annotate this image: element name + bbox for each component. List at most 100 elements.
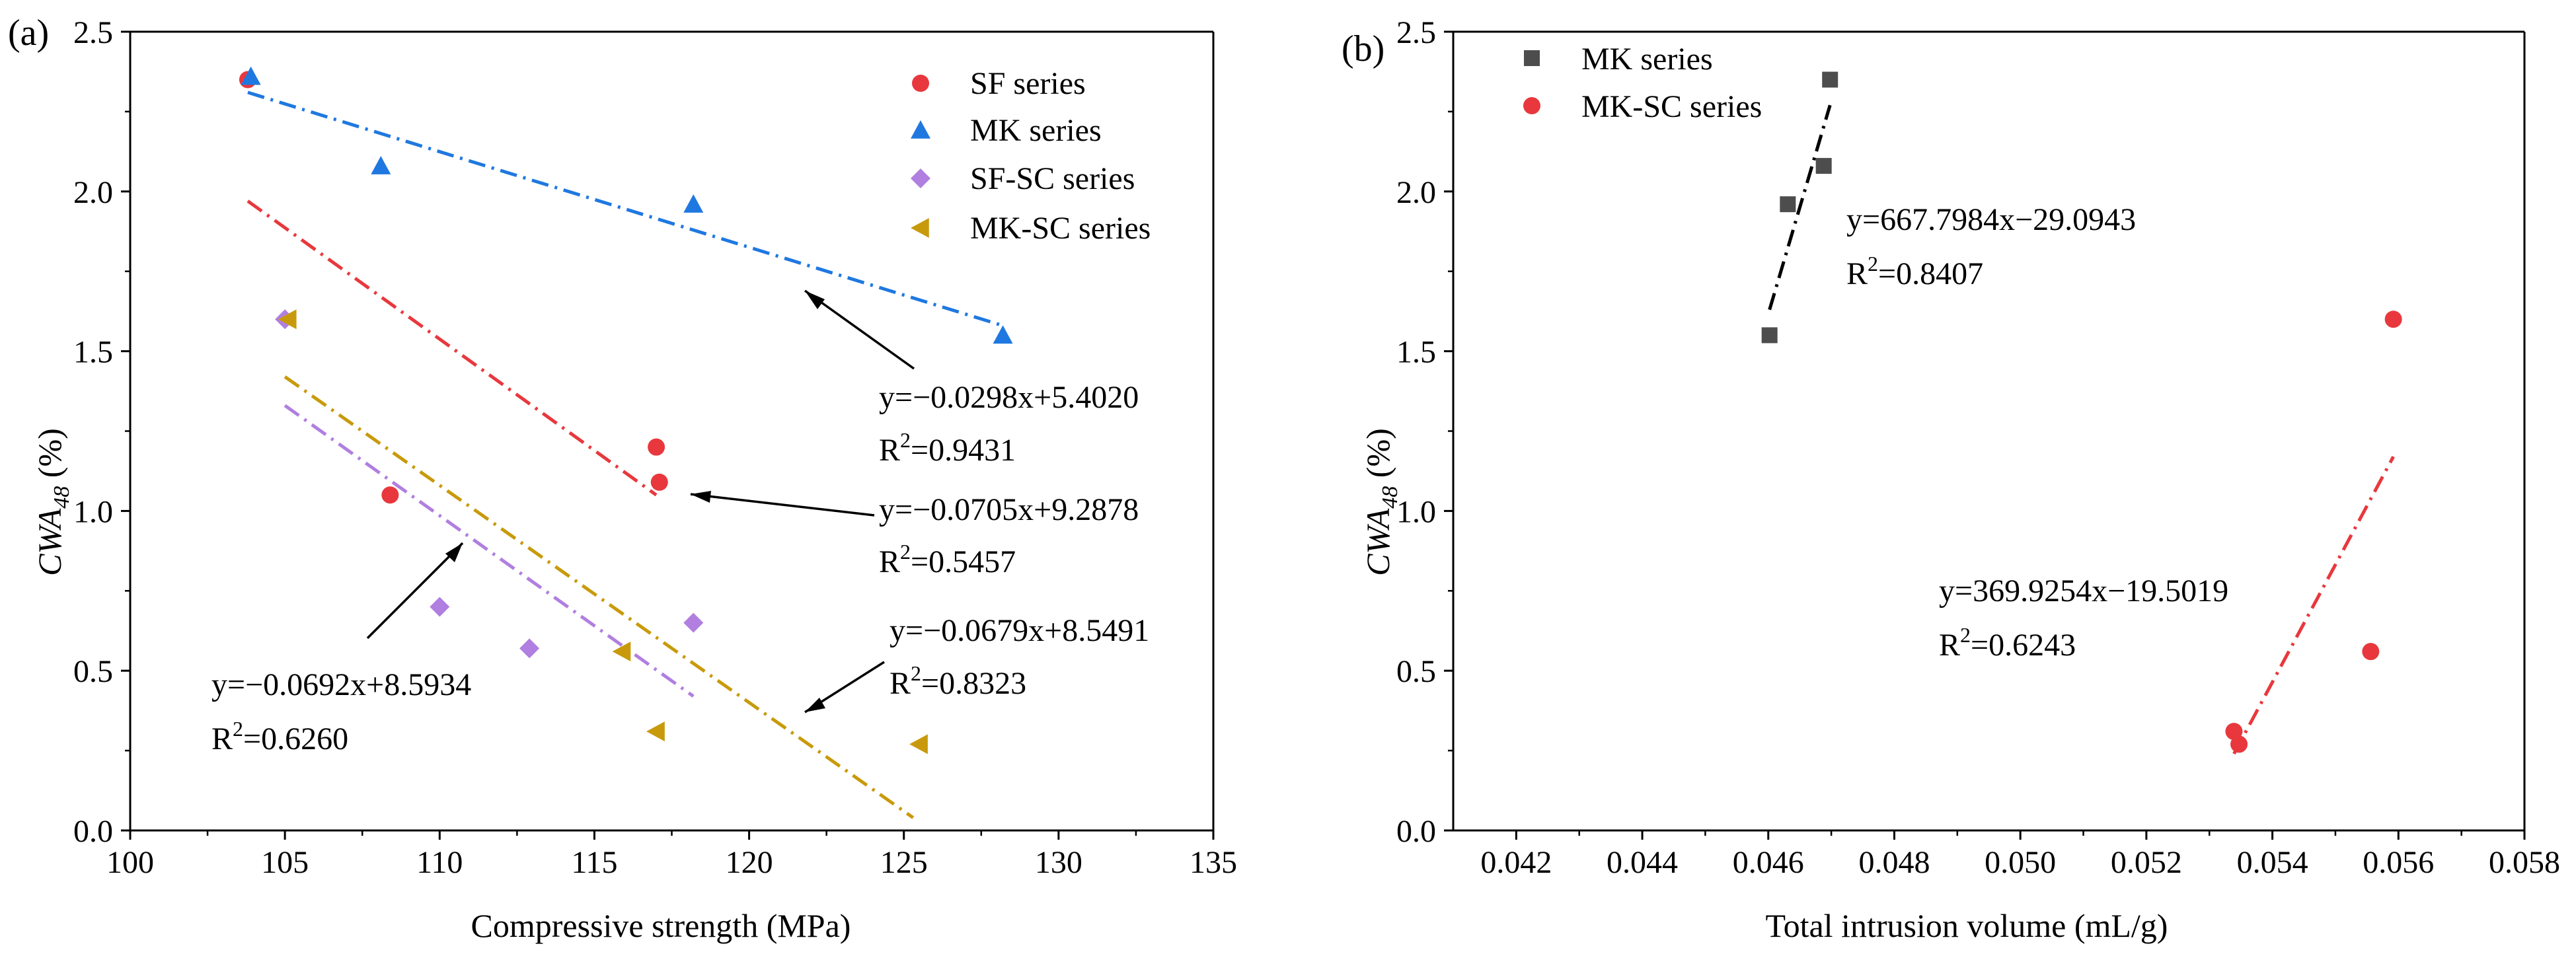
annotation-r2: R2=0.6260	[211, 717, 348, 756]
legend-item-sf-sc-series: SF-SC series	[911, 161, 1135, 196]
y-tick-label: 0.0	[1396, 814, 1436, 849]
annotation-arrow	[690, 493, 875, 517]
x-tick-label: 105	[261, 845, 309, 880]
annotation-mk-fit: y=−0.0298x+5.4020 R2=0.9431	[804, 289, 1139, 468]
x-tick-label: 125	[880, 845, 928, 880]
legend-item-sf-series: SF series	[912, 66, 1086, 101]
x-tick-label: 0.048	[1858, 845, 1930, 880]
fit-line-mk-series	[247, 91, 1004, 328]
annotation-mk-sc-fit: y=−0.0679x+8.5491 R2=0.8323	[804, 613, 1149, 714]
data-point-mk-sc-series	[278, 309, 297, 330]
data-point-mk-series	[683, 194, 704, 213]
y-tick-label: 1.0	[73, 494, 113, 529]
legend-marker-sf-sc-series	[911, 168, 930, 188]
panel-a-label: (a)	[8, 13, 49, 54]
data-point-mk-series	[993, 325, 1013, 344]
data-point-mk-series	[371, 156, 391, 174]
data-point-sf-sc-series	[683, 612, 704, 633]
panel-a-chart: (a) 100 105 110 115 120 125 130 135 0.0 0.5 1.0 1.5…	[8, 13, 1237, 944]
panel-b-chart: (b) 0.042 0.044 0.046 0.048 0.050 0.052 0.054 0…	[1342, 15, 2560, 944]
fit-line-sf-series	[246, 200, 658, 497]
legend-marker-mk-sc-series	[911, 218, 929, 238]
x-tick-label: 130	[1035, 845, 1082, 880]
data-point-sf-series	[650, 473, 668, 491]
data-point-mk-series	[241, 66, 261, 85]
fit-line-mk-sc-series	[284, 375, 915, 819]
annotation-arrow	[804, 289, 915, 370]
data-point-mk-sc-series	[612, 642, 631, 662]
legend-marker-sf-series	[912, 75, 929, 92]
annotation-r2: R2=0.6243	[1939, 623, 2076, 663]
annotation-r2: R2=0.8407	[1846, 252, 1983, 291]
data-point-mk-sc-series	[646, 721, 665, 742]
panel-a-x-axis-label: Compressive strength (MPa)	[471, 907, 851, 944]
data-point-mk-sc-series	[2230, 735, 2248, 753]
data-point-mk-sc-series	[2384, 311, 2402, 328]
x-tick-label: 0.044	[1607, 845, 1678, 880]
arrow-head	[691, 491, 711, 503]
x-tick-label: 0.042	[1480, 845, 1552, 880]
legend-marker-mk-series	[1524, 50, 1540, 66]
y-tick-label: 0.5	[73, 654, 113, 689]
data-point-sf-sc-series	[430, 597, 450, 617]
panel-b-label: (b)	[1342, 28, 1384, 69]
panel-b-x-axis-label: Total intrusion volume (mL/g)	[1766, 907, 2168, 944]
legend-item-mk-series: MK series	[911, 113, 1102, 148]
annotation-sf-fit: y=−0.0705x+9.2878 R2=0.5457	[690, 491, 1139, 579]
panel-a-legend: SF series MK series SF-SC series MK-SC s…	[911, 66, 1151, 246]
panel-a-annotations: y=−0.0298x+5.4020 R2=0.9431 y=−0.0705x+9…	[211, 289, 1149, 756]
annotation-sf-sc-fit: y=−0.0692x+8.5934 R2=0.6260	[211, 542, 471, 756]
data-point-mk-sc-series	[2362, 643, 2380, 661]
x-tick-label: 100	[106, 845, 154, 880]
panel-b-y-axis-label: CWA48 (%)	[1359, 428, 1402, 576]
fit-line-sf-sc-series	[284, 404, 695, 698]
legend-label: SF-SC series	[970, 161, 1135, 196]
arrow-head	[805, 291, 825, 309]
legend-item-mk-sc-series: MK-SC series	[1523, 89, 1762, 124]
panel-b-axes: 0.042 0.044 0.046 0.048 0.050 0.052 0.054 0.056…	[1396, 15, 2560, 880]
annotation-r2: R2=0.5457	[879, 540, 1016, 579]
legend-label: SF series	[970, 66, 1086, 101]
annotation-equation: y=667.7984x−29.0943	[1846, 202, 2136, 237]
legend-marker-mk-series	[911, 120, 930, 139]
legend-item-mk-series: MK series	[1524, 42, 1713, 77]
arrow-head	[445, 543, 463, 562]
y-tick-label: 0.0	[73, 814, 113, 849]
annotation-equation: y=−0.0679x+8.5491	[890, 613, 1149, 648]
x-tick-label: 115	[571, 845, 617, 880]
x-tick-label: 0.054	[2237, 845, 2308, 880]
x-tick-label: 0.046	[1733, 845, 1804, 880]
panel-a-y-axis-label: CWA48 (%)	[31, 428, 74, 576]
y-tick-label: 1.5	[73, 335, 113, 370]
arrow-head	[805, 698, 825, 712]
legend-label: MK series	[1581, 42, 1713, 77]
y-tick-label: 2.0	[73, 175, 113, 210]
y-tick-label: 1.5	[1396, 335, 1436, 370]
legend-item-mk-sc-series: MK-SC series	[911, 211, 1151, 246]
legend-label: MK series	[970, 113, 1102, 148]
y-tick-label: 2.0	[1396, 175, 1436, 210]
data-point-mk-series	[1822, 71, 1838, 88]
x-tick-label: 0.050	[1985, 845, 2056, 880]
x-tick-label: 120	[726, 845, 773, 880]
y-tick-label: 2.5	[1396, 15, 1436, 50]
panel-a-axes: 100 105 110 115 120 125 130 135 0.0 0.5 1.0 1.5 2.0 2…	[73, 15, 1237, 880]
x-tick-label: 110	[416, 845, 463, 880]
y-tick-label: 2.5	[73, 15, 113, 50]
annotation-equation: y=369.9254x−19.5019	[1939, 573, 2228, 608]
annotation-equation: y=−0.0692x+8.5934	[211, 667, 471, 702]
annotation-arrow	[366, 542, 464, 640]
legend-marker-mk-sc-series	[1523, 97, 1540, 114]
data-point-mk-series	[1761, 327, 1778, 344]
x-tick-label: 135	[1190, 845, 1237, 880]
annotation-equation: y=−0.0705x+9.2878	[879, 492, 1139, 527]
data-point-mk-series	[1780, 196, 1796, 213]
annotation-r2: R2=0.9431	[879, 428, 1016, 468]
data-point-sf-sc-series	[519, 638, 540, 659]
x-tick-label: 0.056	[2363, 845, 2434, 880]
annotation-mk-sc-fit: y=369.9254x−19.5019 R2=0.6243	[1939, 573, 2228, 663]
data-point-mk-sc-series	[909, 734, 928, 754]
data-point-sf-series	[648, 438, 665, 456]
annotation-r2: R2=0.8323	[890, 661, 1026, 701]
x-tick-label: 0.058	[2489, 845, 2560, 880]
